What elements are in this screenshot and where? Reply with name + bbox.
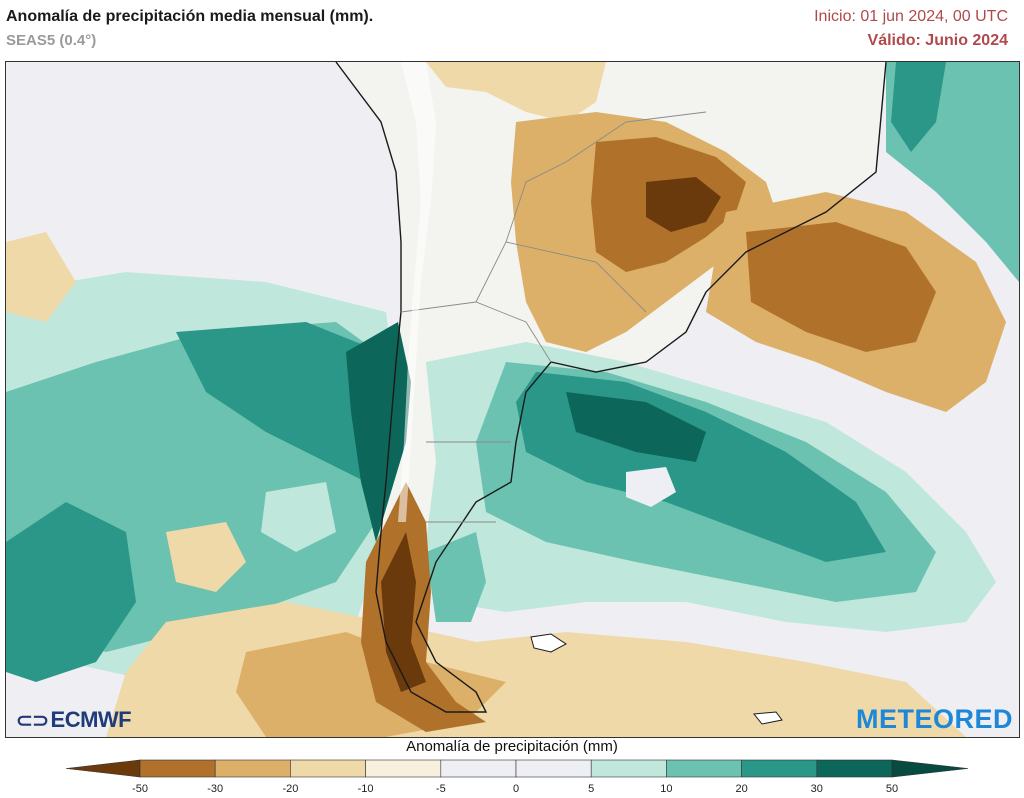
- colorbar-tick-label: 0: [513, 783, 519, 795]
- colorbar-arrow-right: [891, 759, 969, 778]
- wet-northeast-core: [891, 62, 946, 152]
- colorbar: -50 -30 -20 -10 -5 0 5 10 20 30 50: [65, 759, 969, 795]
- colorbar-segment: [139, 759, 216, 778]
- wet-pacific-sw: [6, 502, 136, 682]
- colorbar-segment: [290, 759, 366, 778]
- wet-pacific-core: [176, 322, 386, 482]
- header-left: Anomalía de precipitación media mensual …: [6, 8, 373, 49]
- colorbar-segment: [590, 759, 667, 778]
- wet-atlantic-center: [566, 392, 706, 462]
- ecmwf-logo: ⊂⊃ ECMWF: [16, 707, 132, 733]
- model-subtitle: SEAS5 (0.4°): [6, 32, 97, 49]
- map-title: Anomalía de precipitación media mensual …: [6, 8, 374, 25]
- colorbar-segment: [440, 759, 517, 778]
- colorbar-segment: [816, 759, 893, 778]
- meteored-logo: METEORED: [855, 704, 1013, 734]
- colorbar-segment: [214, 759, 291, 778]
- colorbar-tick-label: -20: [282, 783, 298, 795]
- colorbar-segments: [65, 759, 969, 778]
- neutral-pacific-blob: [261, 482, 336, 552]
- colorbar-segment: [515, 759, 592, 778]
- colorbar-segment: [741, 759, 818, 778]
- colorbar-tick-label: -10: [358, 783, 374, 795]
- colorbar-segment: [666, 759, 742, 778]
- header-right: Inicio: 01 jun 2024, 00 UTC Válido: Juni…: [814, 8, 1008, 50]
- dry-west-edge: [6, 232, 76, 322]
- colorbar-tick-label: 30: [811, 783, 823, 795]
- south-georgia: [753, 711, 783, 725]
- country-borders: [400, 111, 707, 523]
- ecmwf-logo-text: ECMWF: [50, 707, 132, 732]
- colorbar-tick-label: 10: [660, 783, 672, 795]
- andes-relief: [398, 62, 436, 522]
- ecmwf-mark-icon: ⊂⊃: [16, 709, 49, 732]
- colorbar-tick-label: -5: [436, 783, 446, 795]
- dry-southwest-patch: [166, 522, 246, 592]
- dry-center-brazil: [646, 177, 721, 232]
- colorbar-arrow-left: [65, 759, 141, 778]
- dry-core-atlantic: [746, 222, 936, 352]
- colorbar-tick-label: -50: [132, 783, 148, 795]
- colorbar-tick-label: -30: [207, 783, 223, 795]
- colorbar-tick-label: 5: [588, 783, 594, 795]
- colorbar-ticks: -50 -30 -20 -10 -5 0 5 10 20 30 50: [132, 783, 898, 795]
- colorbar-tick-label: 20: [735, 783, 747, 795]
- dry-south-core: [361, 482, 486, 732]
- anomaly-map: ⊂⊃ ECMWF METEORED: [5, 61, 1020, 738]
- init-time: Inicio: 01 jun 2024, 00 UTC: [814, 8, 1008, 25]
- neutral-atlantic-blob: [626, 467, 676, 507]
- coastline: [335, 62, 887, 713]
- map-canvas: [6, 62, 1019, 737]
- dry-south-center: [381, 532, 426, 692]
- dry-region-north: [426, 62, 606, 122]
- falkland-islands: [530, 633, 567, 653]
- colorbar-tick-label: 50: [886, 783, 898, 795]
- colorbar-segment: [365, 759, 442, 778]
- colorbar-label: Anomalía de precipitación (mm): [406, 738, 618, 755]
- valid-period: Válido: Junio 2024: [867, 32, 1008, 49]
